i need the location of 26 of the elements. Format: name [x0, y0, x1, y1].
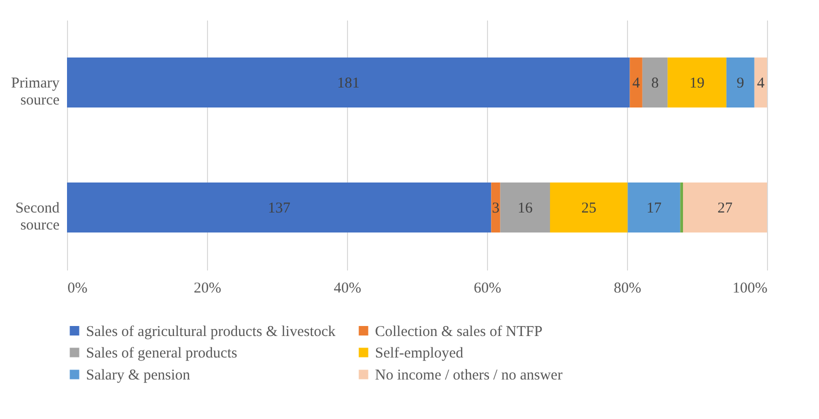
y-tick-label: Primary source	[11, 76, 60, 108]
annotation: 4	[756, 76, 765, 92]
annotation: 4	[632, 76, 640, 92]
legend-label: Sales of general products	[86, 346, 238, 362]
legend-label: Self-employed	[375, 346, 464, 362]
annotation: 16	[518, 200, 534, 216]
annotation: 137	[268, 200, 291, 216]
annotation: 9	[736, 76, 744, 92]
legend-label: Collection & sales of NTFP	[375, 324, 542, 340]
legend-label: No income / others / no answer	[375, 368, 562, 384]
annotation: 27	[718, 200, 733, 216]
x-tick-label: 80%	[614, 280, 642, 296]
legend-label: Salary & pension	[86, 368, 191, 384]
y-tick-label: Second source	[15, 200, 60, 234]
annotation: 3	[492, 200, 500, 216]
annotation: 19	[690, 76, 704, 92]
x-tick-label: 20%	[194, 280, 222, 296]
annotation: 8	[651, 76, 659, 92]
x-tick-label: 100%	[732, 280, 768, 296]
x-tick-label: 40%	[334, 280, 362, 296]
legend-label: Sales of agricultural products & livestock	[86, 324, 336, 340]
annotation: 181	[337, 76, 360, 92]
x-tick-label: 60%	[474, 280, 502, 296]
annotation: 17	[646, 200, 662, 216]
annotation: 25	[581, 200, 596, 216]
x-tick-label: 0%	[68, 280, 88, 296]
